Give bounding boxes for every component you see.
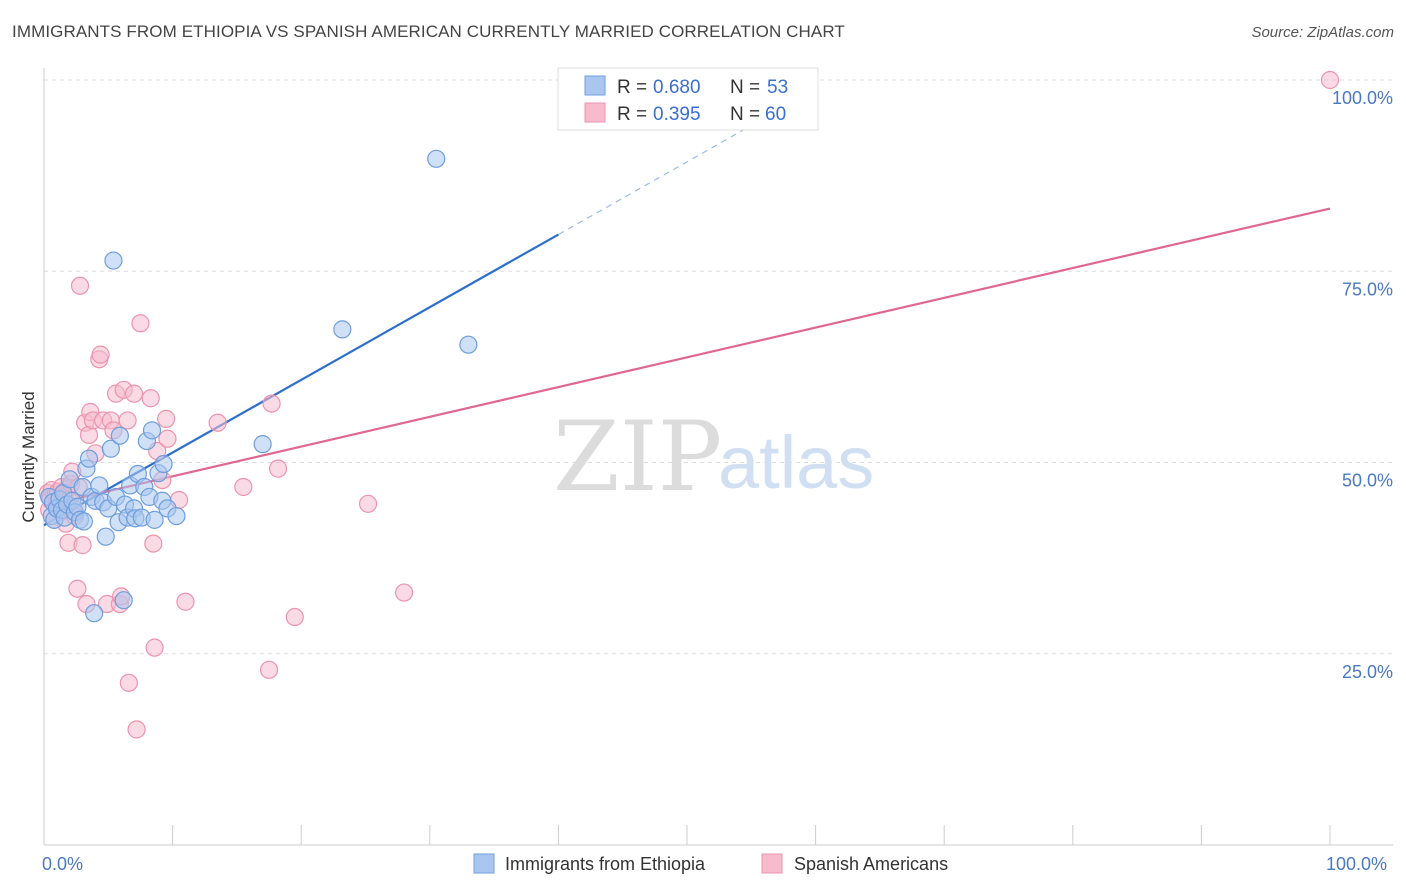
legend-r-value-blue: 0.680 [653,77,701,98]
spanish-americans-point-52 [158,429,177,448]
spanish-americans-point-47 [144,534,163,553]
spanish-americans-point-60 [285,607,304,627]
ethiopia-point-50 [333,320,352,339]
spanish-americans-point-42 [119,673,138,692]
ethiopia-point-26 [101,439,120,458]
ethiopia-point-51 [427,149,446,168]
spanish-americans-point-58 [262,394,281,413]
series-legend: Immigrants from Ethiopia Spanish America… [473,853,948,874]
legend-swatch-pink [584,102,606,123]
ethiopia-point-46 [154,454,173,474]
spanish-americans-point-54 [176,592,195,611]
series-legend-label-pink: Spanish Americans [794,854,948,874]
ethiopia-point-43 [145,510,164,529]
ethiopia-point-48 [167,506,186,526]
legend-n-label-pink: N = [730,104,760,125]
ethiopia-point-20 [85,604,104,623]
grid-lines [44,79,1393,655]
spanish-americans-point-44 [127,720,146,739]
spanish-americans-point-24 [73,536,92,555]
watermark-zip: ZIP [553,401,722,513]
y-tick-label-50: 50.0% [1342,471,1393,491]
ethiopia-point-16 [74,512,93,531]
spanish-americans-point-46 [141,389,160,408]
correlation-legend: R = 0.680 N = 53 R = 0.395 N = 60 [557,67,819,131]
spanish-americans-point-56 [234,477,253,497]
legend-n-label-blue: N = [730,77,760,98]
y-tick-label-25: 25.0% [1342,662,1393,682]
spanish-americans-point-59 [268,459,288,478]
x-tick-label-min: 0.0% [42,854,83,874]
legend-r-label-blue: R = [617,77,647,98]
ethiopia-point-42 [142,421,162,440]
spanish-americans-point-61 [358,494,378,513]
spanish-americans-point-48 [145,638,164,657]
ethiopia-point-30 [110,426,129,445]
spanish-americans-point-62 [394,583,414,602]
legend-r-label-pink: R = [617,104,647,125]
spanish-americans-point-51 [157,409,176,428]
ethiopia-point-52 [459,335,478,354]
ethiopia-point-22 [90,476,109,495]
series-legend-swatch-pink [761,853,783,874]
y-tick-label-75: 75.0% [1342,279,1393,299]
spanish-americans-point-55 [208,413,227,432]
spanish-americans-point-45 [131,314,150,333]
source-label: Source: ZipAtlas.com [1251,24,1394,41]
y-axis-tick-labels: 25.0% 50.0% 75.0% 100.0% [1332,88,1393,682]
ethiopia-point-31 [114,591,133,610]
y-tick-label-100: 100.0% [1332,88,1393,108]
ethiopia-point-24 [96,527,115,546]
chart-title: IMMIGRANTS FROM ETHIOPIA VS SPANISH AMER… [12,22,845,41]
watermark-atlas: atlas [718,421,874,504]
trend-line-spanish-americans [43,207,1331,508]
series-legend-label-blue: Immigrants from Ethiopia [505,854,706,874]
spanish-americans-point-32 [91,345,110,364]
ethiopia-point-27 [104,251,123,270]
legend-n-value-pink: 60 [765,104,786,125]
legend-swatch-blue [584,75,606,96]
x-axis-ticks [172,825,1331,845]
spanish-americans-point-23 [70,276,90,295]
trend-line-ethiopia [43,233,559,527]
spanish-americans-point-21 [68,579,87,598]
spanish-americans-point-43 [124,384,144,403]
series-legend-swatch-blue [473,853,495,874]
y-axis-label: Currently Married [19,391,38,522]
legend-r-value-pink: 0.395 [653,104,701,125]
spanish-americans-point-57 [259,660,279,679]
legend-n-value-blue: 53 [767,77,788,98]
x-tick-label-max: 100.0% [1326,854,1387,874]
series-ethiopia-points [40,149,478,623]
ethiopia-point-18 [79,449,99,468]
spanish-americans-point-63 [1320,70,1340,90]
ethiopia-point-49 [253,435,272,454]
spanish-americans-point-41 [118,411,137,430]
